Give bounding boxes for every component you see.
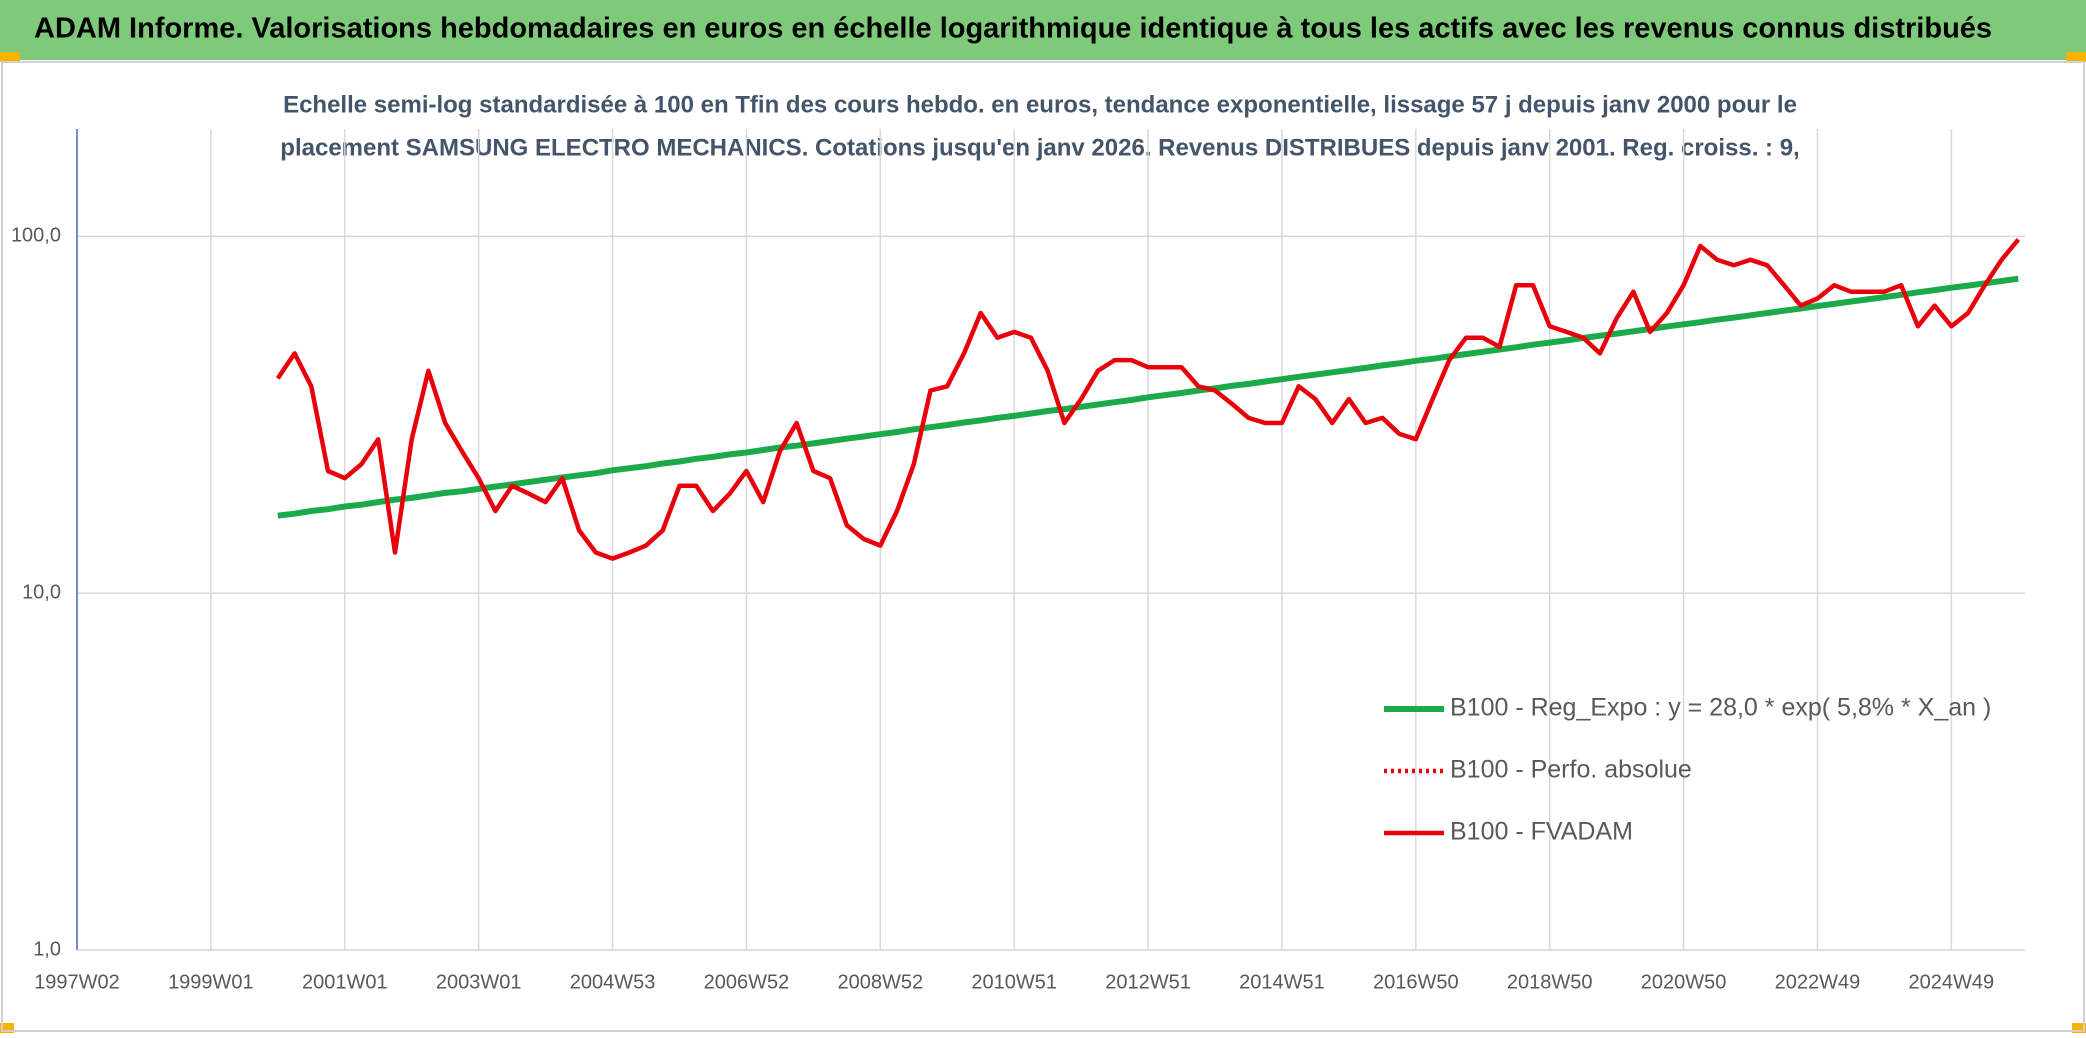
frame xyxy=(1,61,2085,1032)
grid: 1,0 10,0 100,0 1997W02 1999W01 2001W01 2003W01… xyxy=(11,129,2025,993)
corner xyxy=(0,1023,14,1033)
chart-subtitle: placement SAMSUNG ELECTRO MECHANICS. Cot… xyxy=(280,134,1799,161)
x-tick-label: 2018W50 xyxy=(1507,971,1593,993)
x-tick-label: 1997W02 xyxy=(34,971,120,993)
legend-label: B100 - Perfo. absolue xyxy=(1450,756,1692,784)
x-tick-label: 2006W52 xyxy=(704,971,790,993)
corner xyxy=(0,52,20,62)
x-tick-label: 2001W01 xyxy=(302,971,388,993)
x-tick-label: 2016W50 xyxy=(1373,971,1459,993)
x-tick-label: 2020W50 xyxy=(1641,971,1727,993)
legend-label: B100 - FVADAM xyxy=(1450,818,1633,846)
plot xyxy=(275,238,2021,561)
x-tick-label: 2003W01 xyxy=(436,971,522,993)
y-tick-label: 10,0 xyxy=(22,581,61,603)
chart-subtitle: Echelle semi-log standardisée à 100 en T… xyxy=(283,91,1797,118)
x-tick-label: 1999W01 xyxy=(168,971,254,993)
series-line xyxy=(275,238,2021,561)
y-tick-label: 1,0 xyxy=(33,938,61,960)
legend-label: B100 - Reg_Expo : y = 28,0 * exp( 5,8% *… xyxy=(1450,694,1991,722)
x-tick-label: 2022W49 xyxy=(1775,971,1861,993)
x-tick-label: 2004W53 xyxy=(570,971,656,993)
legend: B100 - Reg_Expo : y = 28,0 * exp( 5,8% *… xyxy=(1384,694,1991,846)
x-tick-label: 2012W51 xyxy=(1105,971,1191,993)
y-tick-label: 100,0 xyxy=(11,225,61,247)
corner xyxy=(2072,1023,2086,1033)
chart-title: ADAM Informe. Valorisations hebdomadaire… xyxy=(34,13,1992,45)
x-tick-label: 2008W52 xyxy=(837,971,923,993)
title-bar xyxy=(0,0,2086,60)
series-line xyxy=(277,275,2019,519)
x-tick-label: 2024W49 xyxy=(1909,971,1995,993)
corner xyxy=(2066,52,2086,62)
x-tick-label: 2010W51 xyxy=(971,971,1057,993)
x-tick-label: 2014W51 xyxy=(1239,971,1325,993)
